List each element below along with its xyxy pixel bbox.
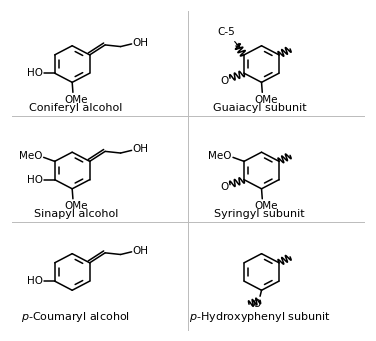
Text: HO: HO [27, 175, 43, 184]
Text: MeO: MeO [208, 151, 232, 161]
Text: Syringyl subunit: Syringyl subunit [214, 209, 305, 219]
Text: OMe: OMe [65, 202, 88, 211]
Text: O: O [220, 182, 229, 192]
Text: O: O [220, 75, 229, 86]
Text: $p$-Coumaryl alcohol: $p$-Coumaryl alcohol [21, 310, 130, 324]
Text: MeO: MeO [19, 151, 42, 161]
Text: Coniferyl alcohol: Coniferyl alcohol [29, 103, 123, 113]
Text: OH: OH [133, 144, 149, 154]
Text: Sinapyl alcohol: Sinapyl alcohol [34, 209, 118, 219]
Text: C-5: C-5 [217, 27, 240, 48]
Text: OMe: OMe [65, 95, 88, 105]
Text: O: O [252, 299, 261, 309]
Text: HO: HO [27, 68, 43, 78]
Text: HO: HO [27, 276, 43, 286]
Text: $p$-Hydroxyphenyl subunit: $p$-Hydroxyphenyl subunit [189, 310, 331, 324]
Text: OH: OH [133, 38, 149, 48]
Text: OH: OH [133, 246, 149, 255]
Text: OMe: OMe [254, 95, 278, 105]
Text: Guaiacyl subunit: Guaiacyl subunit [213, 103, 306, 113]
Text: OMe: OMe [254, 202, 278, 211]
